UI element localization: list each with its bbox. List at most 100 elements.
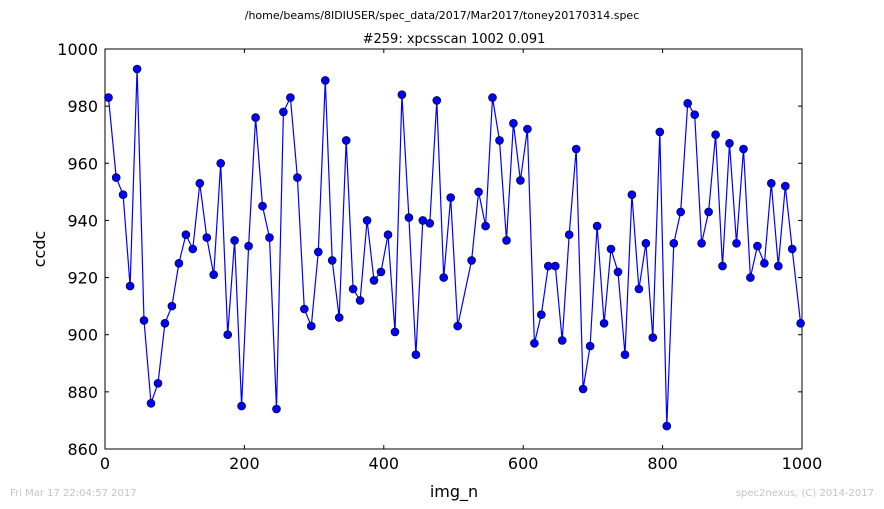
data-point — [711, 130, 720, 139]
data-point — [704, 207, 713, 217]
data-point — [153, 378, 163, 388]
series-line — [107, 68, 802, 427]
data-point — [488, 93, 497, 102]
axis-ticks: 0 200 400 600 800 1000 860 880 900 920 940 960 980 10… — [57, 40, 822, 473]
data-point — [509, 119, 518, 128]
data-point — [209, 270, 218, 280]
data-point — [425, 219, 435, 228]
data-point — [160, 318, 170, 328]
data-point — [362, 216, 372, 225]
data-point — [592, 221, 602, 231]
y-tick-label: 940 — [67, 211, 98, 230]
data-point — [411, 350, 421, 360]
data-point — [404, 213, 414, 222]
data-point — [397, 90, 407, 99]
data-point — [132, 64, 142, 74]
data-point — [327, 256, 337, 265]
data-point — [683, 99, 693, 108]
data-line — [107, 68, 802, 427]
data-point — [690, 110, 700, 119]
plot-area-border — [104, 48, 803, 450]
data-point — [244, 241, 253, 251]
y-tick-label: 1000 — [57, 40, 98, 59]
data-point — [446, 193, 456, 202]
data-point — [439, 273, 449, 282]
data-point — [146, 398, 156, 408]
data-point — [739, 144, 748, 154]
data-point — [578, 384, 588, 394]
data-point — [453, 321, 463, 331]
data-point — [627, 190, 637, 199]
data-point — [174, 258, 184, 268]
data-point — [585, 341, 595, 351]
x-tick-label: 800 — [647, 454, 678, 473]
data-point — [648, 333, 658, 342]
data-point — [746, 273, 755, 282]
data-point — [258, 201, 267, 211]
data-point — [474, 187, 483, 197]
data-point — [279, 107, 288, 117]
data-point — [753, 241, 762, 251]
y-axis-label: ccdc — [30, 231, 49, 268]
chart-suptitle: /home/beams/8IDIUSER/spec_data/2017/Mar2… — [245, 9, 640, 22]
x-tick-label: 200 — [229, 454, 260, 473]
data-point — [111, 173, 121, 182]
data-point — [634, 284, 644, 294]
data-point — [376, 267, 386, 277]
axes-frame — [104, 48, 803, 450]
data-point — [195, 179, 205, 188]
data-point — [104, 93, 113, 102]
data-point — [760, 258, 769, 268]
chart-title: #259: xpcsscan 1002 0.091 — [363, 32, 546, 47]
data-point — [725, 139, 734, 148]
data-point — [550, 261, 560, 271]
data-point — [272, 404, 281, 414]
data-point — [571, 144, 581, 154]
data-point — [467, 256, 476, 265]
data-point — [732, 239, 741, 248]
data-point — [773, 261, 783, 271]
x-tick-label: 400 — [369, 454, 400, 473]
data-point — [432, 96, 442, 105]
data-point — [139, 316, 149, 325]
data-point — [564, 230, 574, 239]
data-point — [369, 276, 379, 285]
data-point — [286, 93, 295, 102]
data-point — [265, 233, 274, 242]
data-point — [202, 233, 212, 242]
footer-timestamp: Fri Mar 17 22:04:57 2017 — [10, 488, 137, 499]
data-point — [188, 244, 198, 254]
y-tick-label: 980 — [67, 97, 98, 116]
data-point — [516, 176, 525, 185]
data-point — [780, 181, 790, 191]
y-tick-label: 880 — [67, 383, 98, 402]
data-point — [530, 338, 539, 348]
x-tick-label: 600 — [508, 454, 539, 473]
data-point — [181, 230, 191, 239]
data-point — [796, 318, 805, 328]
data-point — [766, 179, 776, 188]
data-point — [118, 190, 128, 199]
footer-credit: spec2nexus, (C) 2014-2017 — [735, 488, 874, 499]
y-tick-label: 920 — [67, 269, 98, 288]
data-point — [613, 267, 623, 277]
data-point — [655, 127, 665, 137]
data-point — [669, 239, 679, 248]
data-point — [383, 230, 393, 239]
data-point — [599, 318, 609, 328]
x-tick-label: 1000 — [782, 454, 823, 473]
data-point — [293, 173, 302, 182]
data-point — [641, 239, 651, 248]
data-point — [390, 327, 400, 337]
data-point — [355, 296, 365, 305]
data-point — [481, 221, 490, 231]
data-point — [697, 239, 706, 248]
data-point — [299, 304, 309, 314]
x-axis-label: img_n — [430, 482, 478, 502]
y-tick-label: 860 — [67, 440, 98, 459]
data-point — [787, 244, 797, 254]
data-point — [320, 76, 330, 85]
data-point — [557, 336, 567, 345]
data-point — [341, 136, 351, 145]
